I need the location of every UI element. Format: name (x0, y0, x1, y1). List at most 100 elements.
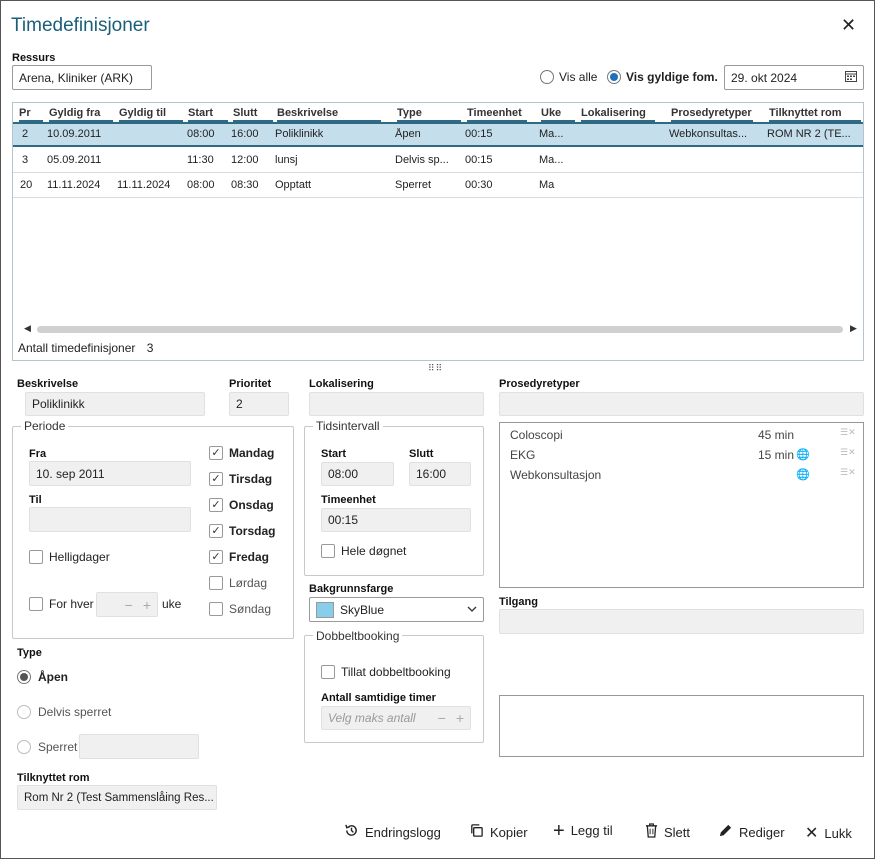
date-picker[interactable]: 29. okt 2024 (724, 65, 864, 90)
notes-textarea[interactable] (499, 695, 864, 757)
helligdager-checkbox[interactable] (29, 550, 43, 564)
day-lordag[interactable]: Lørdag (209, 576, 267, 590)
close-icon[interactable]: ✕ (841, 15, 857, 35)
start-time-input[interactable]: 08:00 (321, 462, 394, 486)
for-hver-option[interactable]: For hver (29, 597, 94, 611)
type-apen-radio[interactable] (17, 670, 31, 684)
prosedyretyper-input[interactable] (499, 392, 864, 416)
type-delvis-option[interactable]: Delvis sperret (17, 705, 111, 719)
plus-icon[interactable]: + (142, 596, 151, 613)
table-row[interactable]: 3 05.09.2011 11:30 12:00 lunsj Delvis sp… (13, 148, 863, 173)
start-label: Start (321, 448, 347, 460)
col-header-timeenhet[interactable]: Timeenhet (467, 107, 527, 122)
fra-date-input[interactable]: 10. sep 2011 (29, 461, 191, 486)
helligdager-option[interactable]: Helligdager (29, 550, 110, 564)
torsdag-checkbox[interactable]: ✓ (209, 524, 223, 538)
tilknyttet-rom-input[interactable]: Rom Nr 2 (Test Sammenslåing Res... (17, 785, 217, 810)
type-sperret-radio[interactable] (17, 740, 31, 754)
tilgang-input[interactable] (499, 609, 864, 634)
tillat-dobbeltbooking-label: Tillat dobbeltbooking (341, 665, 451, 679)
col-header-gyldig-til[interactable]: Gyldig til (119, 107, 183, 122)
cell-uke: Ma... (539, 128, 564, 140)
bakgrunnsfarge-select[interactable]: SkyBlue (309, 597, 484, 622)
hele-dognet-option[interactable]: Hele døgnet (321, 544, 406, 558)
ressurs-input[interactable]: Arena, Kliniker (ARK) (12, 65, 152, 90)
vis-alle-option[interactable]: Vis alle (540, 70, 597, 84)
type-apen-option[interactable]: Åpen (17, 670, 68, 684)
horizontal-scrollbar[interactable] (37, 326, 843, 333)
kopier-button[interactable]: Kopier (469, 823, 528, 842)
day-onsdag[interactable]: ✓ Onsdag (209, 498, 274, 512)
mandag-checkbox[interactable]: ✓ (209, 446, 223, 460)
cell-start: 11:30 (187, 154, 214, 166)
chevron-down-icon[interactable] (467, 604, 477, 615)
plus-icon[interactable]: + (455, 710, 464, 726)
prioritet-input[interactable]: 2 (229, 392, 289, 416)
sperret-reason-input[interactable] (79, 734, 199, 759)
lordag-checkbox[interactable] (209, 576, 223, 590)
list-item[interactable]: EKG 15 min 🌐 ☰✕ (500, 447, 862, 467)
prioritet-label: Prioritet (229, 378, 272, 390)
rediger-button[interactable]: Rediger (718, 823, 785, 842)
minus-icon[interactable]: − (124, 596, 133, 613)
til-date-input[interactable] (29, 507, 191, 532)
col-header-uke[interactable]: Uke (541, 107, 575, 122)
day-sondag[interactable]: Søndag (209, 602, 271, 616)
col-header-beskrivelse[interactable]: Beskrivelse (277, 107, 381, 122)
minus-icon[interactable]: − (437, 710, 446, 726)
tirsdag-checkbox[interactable]: ✓ (209, 472, 223, 486)
col-header-type[interactable]: Type (397, 107, 461, 122)
sondag-checkbox[interactable] (209, 602, 223, 616)
splitter-handle[interactable]: ⠿⠿ (428, 363, 444, 373)
col-header-lokalisering[interactable]: Lokalisering (581, 107, 655, 122)
hele-dognet-checkbox[interactable] (321, 544, 335, 558)
onsdag-checkbox[interactable]: ✓ (209, 498, 223, 512)
col-header-start[interactable]: Start (188, 107, 228, 122)
day-mandag[interactable]: ✓ Mandag (209, 446, 274, 460)
cell-timeenhet: 00:15 (465, 128, 493, 140)
table-row[interactable]: 2 10.09.2011 08:00 16:00 Poliklinikk Åpe… (13, 122, 863, 147)
fredag-checkbox[interactable]: ✓ (209, 550, 223, 564)
list-item[interactable]: Webkonsultasjon 🌐 ☰✕ (500, 467, 862, 487)
day-fredag[interactable]: ✓ Fredag (209, 550, 269, 564)
col-header-gyldig-fra[interactable]: Gyldig fra (49, 107, 113, 122)
remove-procedure-icon[interactable]: ☰✕ (840, 467, 856, 477)
tillat-dobbeltbooking-checkbox[interactable] (321, 665, 335, 679)
table-row[interactable]: 20 11.11.2024 11.11.2024 08:00 08:30 Opp… (13, 173, 863, 198)
helligdager-label: Helligdager (49, 550, 110, 564)
vis-gyldige-option[interactable]: Vis gyldige fom. (607, 70, 718, 84)
antall-samtidige-stepper[interactable]: Velg maks antall − + (321, 706, 471, 730)
tidsintervall-group (304, 426, 484, 576)
day-tirsdag[interactable]: ✓ Tirsdag (209, 472, 272, 486)
vis-gyldige-radio[interactable] (607, 70, 621, 84)
for-hver-stepper[interactable]: − + (96, 592, 158, 617)
slett-button[interactable]: Slett (645, 823, 690, 842)
row-count: Antall timedefinisjoner 3 (18, 341, 153, 355)
day-torsdag[interactable]: ✓ Torsdag (209, 524, 275, 538)
beskrivelse-input[interactable]: Poliklinikk (25, 392, 205, 416)
timeenhet-input[interactable]: 00:15 (321, 508, 471, 532)
legg-til-label: Legg til (570, 823, 613, 838)
remove-procedure-icon[interactable]: ☰✕ (840, 427, 856, 437)
globe-icon: 🌐 (796, 469, 810, 481)
remove-procedure-icon[interactable]: ☰✕ (840, 447, 856, 457)
list-item[interactable]: Coloscopi 45 min ☰✕ (500, 427, 862, 447)
color-swatch (316, 601, 334, 618)
scroll-right-icon[interactable]: ▶ (850, 323, 857, 333)
col-header-tilknyttet-rom[interactable]: Tilknyttet rom (769, 107, 861, 122)
endringslogg-button[interactable]: Endringslogg (344, 823, 441, 842)
legg-til-button[interactable]: + Legg til (553, 821, 613, 841)
calendar-icon[interactable] (845, 70, 857, 85)
for-hver-checkbox[interactable] (29, 597, 43, 611)
type-sperret-option[interactable]: Sperret (17, 740, 77, 754)
vis-alle-radio[interactable] (540, 70, 554, 84)
tillat-dobbeltbooking-option[interactable]: Tillat dobbeltbooking (321, 665, 451, 679)
lukk-button[interactable]: ✕ Lukk (805, 823, 852, 843)
type-delvis-radio[interactable] (17, 705, 31, 719)
slutt-time-input[interactable]: 16:00 (409, 462, 471, 486)
col-header-pr[interactable]: Pr (19, 107, 43, 122)
col-header-slutt[interactable]: Slutt (233, 107, 273, 122)
lokalisering-input[interactable] (309, 392, 484, 416)
scroll-left-icon[interactable]: ◀ (24, 323, 31, 333)
col-header-prosedyretyper[interactable]: Prosedyretyper (671, 107, 753, 122)
